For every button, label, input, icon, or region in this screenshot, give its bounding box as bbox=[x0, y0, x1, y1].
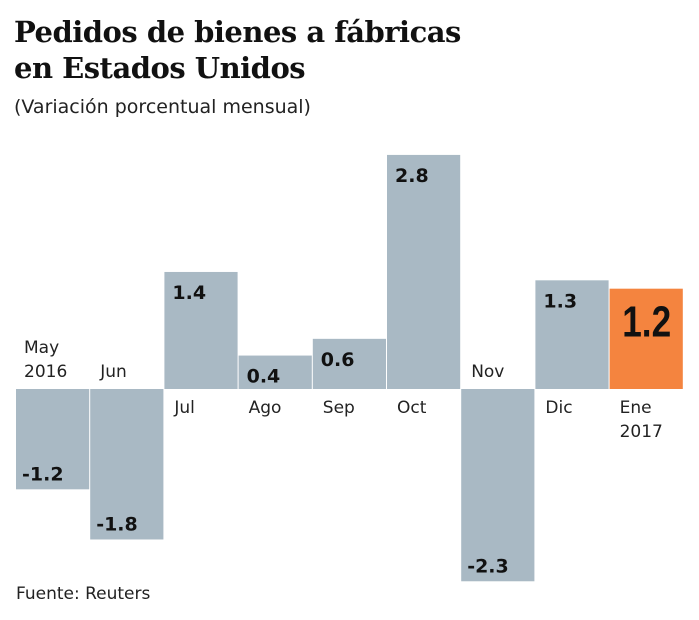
category-label: 2017 bbox=[620, 422, 663, 442]
value-label: 2.8 bbox=[395, 165, 429, 187]
bar bbox=[90, 389, 164, 540]
category-label: Ene bbox=[620, 398, 652, 418]
bar bbox=[535, 280, 609, 389]
value-label: 0.6 bbox=[321, 349, 355, 371]
source-note: Fuente: Reuters bbox=[16, 584, 151, 604]
value-label: -1.8 bbox=[96, 513, 138, 535]
category-label: Nov bbox=[471, 362, 504, 382]
value-label: -1.2 bbox=[22, 463, 64, 485]
bar bbox=[609, 288, 683, 389]
chart-subtitle: (Variación porcentual mensual) bbox=[14, 96, 311, 118]
bar bbox=[387, 154, 461, 389]
category-label: Ago bbox=[249, 398, 282, 418]
category-label: Jul bbox=[173, 398, 195, 418]
title-line-2: en Estados Unidos bbox=[14, 51, 306, 85]
value-label: -2.3 bbox=[467, 555, 509, 577]
category-label: Oct bbox=[397, 398, 427, 418]
bar bbox=[164, 271, 238, 389]
value-label: 0.4 bbox=[247, 366, 281, 388]
value-label: 1.3 bbox=[543, 290, 577, 312]
value-label: 1.2 bbox=[622, 298, 671, 347]
category-label: 2016 bbox=[24, 362, 67, 382]
bar bbox=[461, 389, 535, 582]
bar bbox=[16, 389, 90, 490]
category-label: Sep bbox=[323, 398, 355, 418]
bar bbox=[238, 355, 312, 389]
category-label: May bbox=[24, 338, 59, 358]
title-line-1: Pedidos de bienes a fábricas bbox=[14, 15, 461, 49]
chart-title: Pedidos de bienes a fábricas en Estados … bbox=[14, 14, 461, 86]
bar bbox=[312, 338, 386, 389]
category-label: Jun bbox=[99, 362, 127, 382]
value-label: 1.4 bbox=[172, 282, 206, 304]
category-label: Dic bbox=[545, 398, 572, 418]
